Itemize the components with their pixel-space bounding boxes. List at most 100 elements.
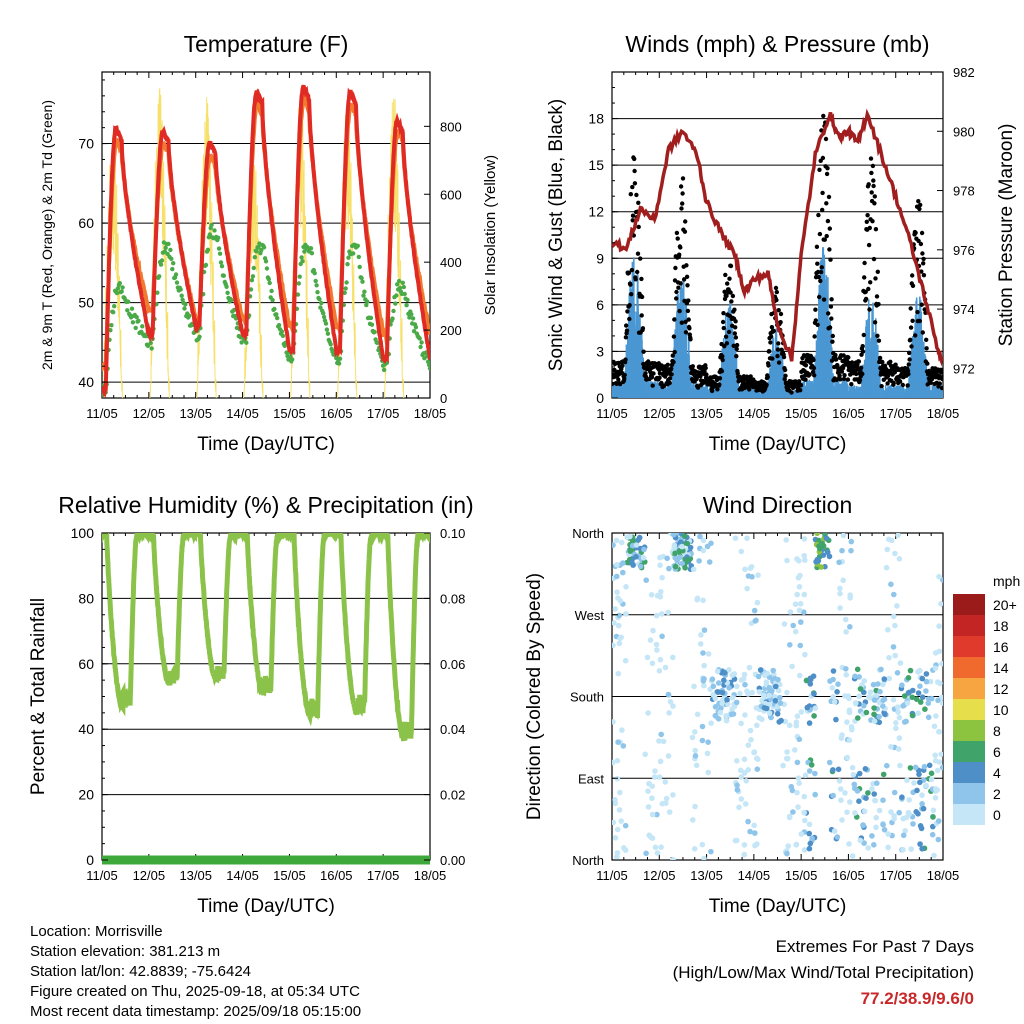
colorbar-swatch <box>953 615 985 636</box>
gust-point <box>719 369 725 374</box>
gust-point <box>657 371 663 376</box>
direction-point <box>931 852 937 859</box>
dewpoint-point <box>407 315 412 320</box>
gust-point <box>820 207 825 213</box>
gust-point <box>676 285 681 290</box>
direction-point <box>742 712 748 718</box>
direction-point <box>692 753 699 759</box>
direction-point <box>616 807 623 813</box>
direction-point <box>914 787 920 794</box>
gust-point <box>874 294 880 299</box>
direction-point <box>726 667 732 673</box>
direction-point <box>649 811 656 818</box>
direction-point <box>830 676 836 683</box>
gust-point <box>667 380 672 386</box>
gust-point <box>939 385 943 391</box>
wind-speed-series <box>612 247 943 398</box>
direction-point <box>876 807 883 814</box>
gust-point <box>650 383 655 388</box>
direction-point <box>781 621 788 627</box>
direction-point <box>808 762 815 768</box>
dewpoint-point <box>264 266 270 271</box>
direction-point <box>761 705 768 711</box>
direction-point <box>798 619 804 625</box>
gust-point <box>720 319 726 325</box>
direction-point <box>619 727 625 733</box>
direction-point <box>797 601 804 607</box>
direction-point <box>785 843 791 849</box>
dewpoint-point <box>318 305 323 310</box>
direction-point <box>724 696 730 703</box>
dewpoint-point <box>351 251 356 256</box>
gust-point <box>921 261 926 266</box>
direction-point <box>886 654 892 661</box>
direction-point <box>863 709 870 716</box>
direction-point <box>773 683 779 690</box>
gust-point <box>680 176 686 181</box>
direction-point <box>794 556 800 562</box>
direction-point <box>844 809 850 815</box>
direction-point <box>834 689 840 695</box>
direction-point <box>798 709 805 715</box>
direction-point <box>651 774 658 780</box>
dewpoint-point <box>343 286 348 291</box>
colorbar-swatch <box>953 594 985 615</box>
y2-tick-label: 600 <box>440 187 462 202</box>
direction-point <box>861 678 868 684</box>
direction-point <box>846 709 853 716</box>
direction-point <box>842 693 848 699</box>
direction-point <box>637 563 644 570</box>
direction-point <box>612 642 616 649</box>
direction-point <box>852 673 858 680</box>
direction-point <box>682 565 688 571</box>
gust-point <box>821 297 827 302</box>
gust-point <box>629 267 635 273</box>
gust-point <box>893 362 898 367</box>
y2-tick-label: 0 <box>440 391 447 406</box>
gust-point <box>885 381 890 386</box>
direction-point <box>900 847 906 853</box>
gust-point <box>819 265 824 270</box>
colorbar-swatch <box>953 657 985 678</box>
direction-point <box>919 792 925 798</box>
gust-point <box>913 333 918 338</box>
gust-point <box>671 359 676 365</box>
direction-point <box>801 847 808 853</box>
direction-point <box>697 641 704 647</box>
x-tick-label: 12/05 <box>133 406 166 421</box>
direction-point <box>878 666 884 673</box>
dewpoint-point <box>217 251 223 256</box>
gust-point <box>717 376 723 381</box>
gust-point <box>717 382 722 387</box>
direction-point <box>719 700 725 707</box>
gust-point <box>632 168 637 174</box>
gust-point <box>906 371 911 377</box>
gust-point <box>818 269 824 275</box>
dewpoint-point <box>216 235 221 240</box>
direction-point <box>839 547 845 554</box>
gust-point <box>870 163 876 169</box>
colorbar-label: 12 <box>993 681 1009 697</box>
direction-point <box>770 667 776 674</box>
dewpoint-point <box>168 247 173 253</box>
direction-point <box>896 735 903 741</box>
direction-point <box>743 778 749 784</box>
direction-point <box>921 763 928 770</box>
gust-point <box>622 376 627 381</box>
direction-point <box>744 585 750 592</box>
direction-point <box>643 850 649 857</box>
gust-point <box>783 373 788 378</box>
direction-point <box>806 821 813 828</box>
gust-point <box>730 293 736 299</box>
direction-point <box>830 767 836 773</box>
dewpoint-point <box>319 300 324 306</box>
gust-point <box>811 365 817 371</box>
direction-point <box>744 688 750 694</box>
gust-point <box>674 230 680 236</box>
direction-point <box>903 718 909 725</box>
colorbar-swatch <box>953 699 985 720</box>
direction-point <box>807 675 814 682</box>
direction-point <box>919 846 925 852</box>
direction-point <box>843 672 849 678</box>
